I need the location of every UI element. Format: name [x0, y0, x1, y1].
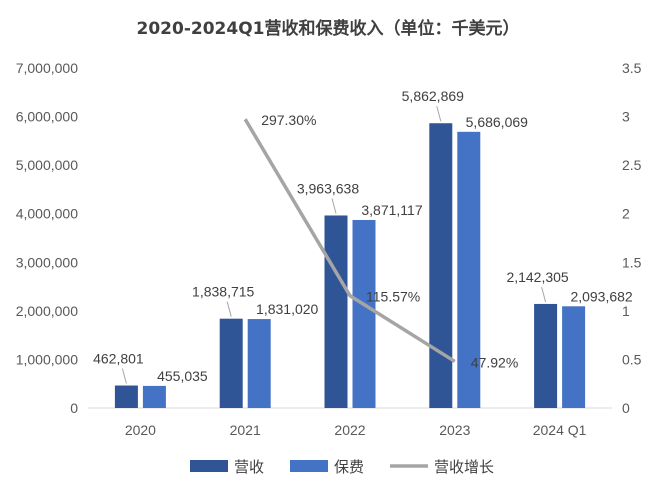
- bar-revenue: [534, 303, 558, 408]
- bar-revenue: [114, 385, 138, 408]
- chart-title: 2020-2024Q1营收和保费收入（单位：千美元）: [136, 19, 520, 39]
- bar-revenue: [219, 318, 243, 408]
- x-axis-tick-label: 2022: [334, 422, 365, 438]
- left-axis-tick-label: 3,000,000: [16, 254, 78, 270]
- bar-revenue: [324, 215, 348, 408]
- data-label-premium: 455,035: [157, 368, 208, 384]
- right-axis-tick-label: 2.5: [622, 157, 642, 173]
- data-label-revenue: 3,963,638: [297, 180, 359, 196]
- bar-premium: [457, 131, 481, 408]
- bar-premium: [142, 385, 166, 408]
- data-label-premium: 2,093,682: [570, 288, 632, 304]
- data-label-growth: 47.92%: [471, 354, 518, 370]
- legend-label: 保费: [334, 459, 364, 476]
- x-axis-tick-label: 2020: [125, 422, 156, 438]
- right-axis-tick-label: 2: [622, 206, 630, 222]
- leader-line: [436, 106, 442, 122]
- data-label-premium: 1,831,020: [256, 301, 318, 317]
- legend-swatch-1: [290, 460, 328, 472]
- data-label-premium: 5,686,069: [466, 114, 528, 130]
- left-axis-tick-label: 4,000,000: [16, 206, 78, 222]
- legend-swatch-0: [190, 460, 228, 472]
- left-axis-tick-label: 5,000,000: [16, 157, 78, 173]
- data-label-revenue: 1,838,715: [192, 284, 254, 300]
- right-axis-tick-label: 3: [622, 109, 630, 125]
- data-label-growth: 297.30%: [261, 112, 316, 128]
- data-label-revenue: 2,142,305: [506, 269, 568, 285]
- data-label-premium: 3,871,117: [361, 202, 422, 218]
- growth-line: [243, 118, 456, 363]
- data-label-revenue: 5,862,869: [402, 88, 464, 104]
- leader-line: [121, 368, 127, 384]
- right-axis-tick-label: 3.5: [622, 60, 642, 76]
- left-axis-tick-label: 0: [70, 400, 78, 416]
- right-axis-tick-label: 1.5: [622, 254, 642, 270]
- legend-label: 营收增长: [434, 459, 494, 476]
- legend-label: 营收: [234, 459, 264, 476]
- bar-premium: [562, 306, 586, 408]
- x-axis-tick-label: 2023: [439, 422, 470, 438]
- x-axis-tick-label: 2021: [230, 422, 261, 438]
- x-axis-tick-label: 2024 Q1: [533, 422, 587, 438]
- left-axis-tick-label: 1,000,000: [16, 351, 78, 367]
- right-axis-tick-label: 0: [622, 400, 630, 416]
- bar-premium: [247, 319, 271, 408]
- leader-line: [541, 286, 547, 303]
- left-axis-tick-label: 7,000,000: [16, 60, 78, 76]
- right-axis-tick-label: 1: [622, 303, 630, 319]
- right-axis-tick-label: 0.5: [622, 351, 642, 367]
- left-axis-tick-label: 6,000,000: [16, 109, 78, 125]
- leader-line: [331, 198, 337, 214]
- left-axis-tick-label: 2,000,000: [16, 303, 78, 319]
- bar-premium: [352, 219, 376, 408]
- leader-line: [226, 301, 232, 317]
- data-label-revenue: 462,801: [93, 351, 144, 367]
- bar-revenue: [429, 123, 453, 408]
- data-label-growth: 115.57%: [366, 289, 420, 305]
